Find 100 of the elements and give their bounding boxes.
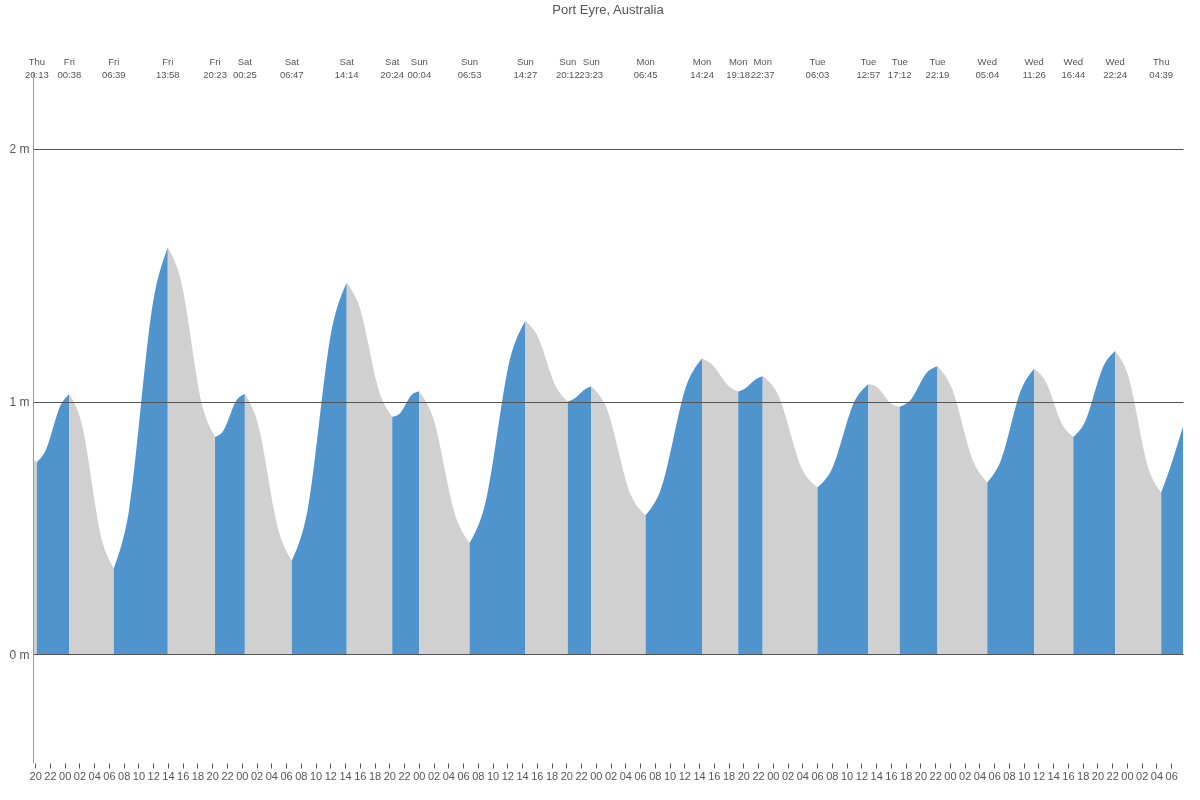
x-tick-label: 00 — [944, 769, 957, 782]
x-tick-label: 18 — [545, 769, 559, 782]
annotation: Sun 20:12 — [555, 56, 580, 80]
x-tick-label: 10 — [1018, 769, 1031, 782]
annotation: Mon 14:24 — [690, 56, 714, 80]
x-tick-label: 00 — [236, 769, 249, 782]
x-tick-label: 14 — [162, 769, 175, 782]
x-tick-label: 08 — [1003, 769, 1016, 782]
annotation: Wed 16:44 — [1061, 56, 1086, 80]
x-tick-label: 04 — [619, 769, 632, 782]
annotation: Tue 17:12 — [887, 56, 912, 80]
x-tick-label: 04 — [1150, 769, 1164, 782]
x-tick-label: 02 — [427, 769, 441, 782]
x-tick-label: 06 — [988, 769, 1001, 782]
x-tick-label: 22 — [44, 769, 57, 782]
annotation: Sun 00:04 — [407, 56, 432, 80]
annotation: Sun 06:53 — [457, 56, 482, 80]
x-tick-label: 06 — [634, 769, 647, 782]
x-tick-label: 16 — [354, 769, 367, 782]
x-tick-label: 04 — [973, 769, 987, 782]
x-tick-label: 06 — [811, 769, 824, 782]
x-tick-label: 08 — [826, 769, 839, 782]
x-tick-label: 14 — [516, 769, 529, 782]
x-tick-label: 02 — [781, 769, 795, 782]
x-tick-label: 22 — [221, 769, 234, 782]
x-tick-label: 00 — [590, 769, 603, 782]
x-tick-label: 16 — [177, 769, 190, 782]
x-tick-label: 02 — [604, 769, 618, 782]
annotation: Wed 22:24 — [1103, 56, 1128, 80]
x-tick-label: 22 — [575, 769, 588, 782]
x-tick-label: 00 — [413, 769, 426, 782]
x-tick-label: 20 — [206, 769, 219, 782]
annotation: Fri 20:23 — [203, 56, 227, 80]
x-tick-label: 18 — [191, 769, 205, 782]
annotation: Mon 22:37 — [750, 56, 775, 80]
annotation: Thu 04:39 — [1149, 56, 1174, 80]
x-tick-label: 00 — [59, 769, 72, 782]
annotation: Wed 11:26 — [1022, 56, 1046, 80]
x-tick-label: 12 — [147, 769, 160, 782]
x-tick-label: 00 — [1121, 769, 1134, 782]
annotation: Thu 20:13 — [24, 56, 49, 80]
x-tick-label: 04 — [796, 769, 809, 782]
x-tick-label: 20 — [737, 769, 750, 782]
x-tick-label: 20 — [383, 769, 396, 782]
annotation: Sat 20:24 — [380, 56, 405, 80]
chart-title: Port Eyre, Australia — [552, 2, 665, 17]
x-tick-label: 16 — [885, 769, 898, 782]
x-tick-label: 02 — [1136, 769, 1149, 782]
x-tick-label: 22 — [929, 769, 942, 782]
x-tick-label: 02 — [250, 769, 264, 782]
x-tick-label: 10 — [663, 769, 677, 782]
x-tick-label: 12 — [324, 769, 337, 782]
x-tick-label: 02 — [959, 769, 972, 782]
x-tick-label: 16 — [531, 769, 544, 782]
x-tick-label: 16 — [708, 769, 721, 782]
x-tick-label: 08 — [649, 769, 662, 782]
annotation: Sun 23:23 — [579, 56, 604, 80]
x-tick-label: 06 — [457, 769, 470, 782]
annotation: Fri 13:58 — [155, 56, 180, 80]
x-tick-label: 10 — [841, 769, 854, 782]
x-tick-label: 14 — [339, 769, 352, 782]
annotation: Tue 06:03 — [805, 56, 830, 80]
y-tick-label: 1 m — [9, 395, 30, 410]
x-tick-label: 20 — [29, 769, 42, 782]
x-tick-label: 08 — [118, 769, 131, 782]
x-tick-label: 12 — [501, 769, 514, 782]
x-tick-label: 10 — [309, 769, 323, 782]
x-tick-label: 12 — [678, 769, 691, 782]
annotation: Mon 19:18 — [726, 56, 751, 80]
annotation: Tue 22:19 — [925, 56, 950, 80]
x-tick-label: 14 — [693, 769, 706, 782]
x-tick-label: 22 — [752, 769, 765, 782]
x-tick-label: 08 — [295, 769, 308, 782]
annotation: Sat 00:25 — [232, 56, 257, 80]
x-tick-label: 14 — [1047, 769, 1060, 782]
x-tick-label: 18 — [900, 769, 913, 782]
x-tick-label: 00 — [767, 769, 780, 782]
x-tick-label: 04 — [442, 769, 455, 782]
x-tick-label: 12 — [855, 769, 869, 782]
x-tick-label: 04 — [88, 769, 101, 782]
x-tick-label: 04 — [265, 769, 278, 782]
x-tick-label: 08 — [472, 769, 485, 782]
x-tick-label: 20 — [1091, 769, 1105, 782]
x-tick-label: 06 — [1165, 769, 1178, 782]
annotation: Mon 06:45 — [633, 56, 658, 80]
annotation: Sat 06:47 — [279, 56, 304, 80]
x-tick-label: 14 — [870, 769, 883, 782]
x-tick-label: 02 — [73, 769, 87, 782]
x-tick-label: 06 — [280, 769, 293, 782]
x-tick-label: 18 — [1077, 769, 1090, 782]
x-tick-label: 10 — [486, 769, 500, 782]
x-tick-label: 10 — [132, 769, 146, 782]
annotation: Tue 12:57 — [856, 56, 881, 80]
annotation: Sun 14:27 — [513, 56, 538, 80]
x-tick-label: 12 — [1032, 769, 1046, 782]
x-tick-label: 06 — [103, 769, 116, 782]
annotation: Fri 00:38 — [57, 56, 82, 80]
annotation: Wed 05:04 — [975, 56, 1000, 80]
x-tick-label: 22 — [1106, 769, 1119, 782]
y-tick-label: 0 m — [9, 647, 30, 662]
